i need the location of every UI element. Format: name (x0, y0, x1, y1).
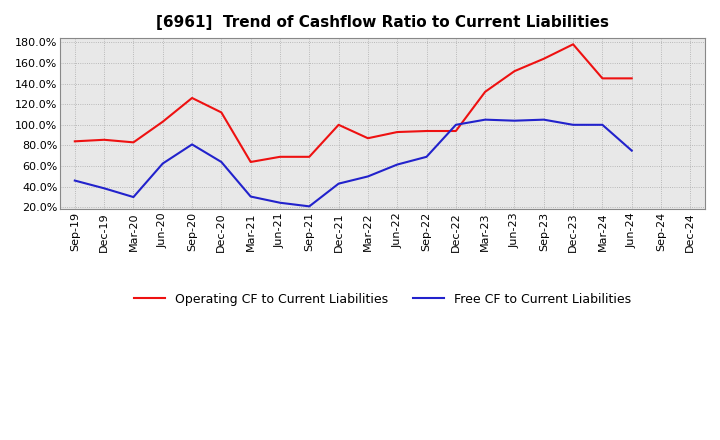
Free CF to Current Liabilities (598, 122, 607, 128)
Operating CF to Current Liabilities (422, 128, 431, 134)
Operating CF to Current Liabilities (246, 159, 255, 165)
Free CF to Current Liabilities (422, 154, 431, 159)
Free CF to Current Liabilities (451, 122, 460, 128)
Free CF to Current Liabilities (276, 200, 284, 205)
Operating CF to Current Liabilities (158, 119, 167, 125)
Operating CF to Current Liabilities (305, 154, 314, 159)
Operating CF to Current Liabilities (276, 154, 284, 159)
Operating CF to Current Liabilities (451, 128, 460, 134)
Operating CF to Current Liabilities (71, 139, 79, 144)
Free CF to Current Liabilities (188, 142, 197, 147)
Operating CF to Current Liabilities (129, 140, 138, 145)
Free CF to Current Liabilities (158, 161, 167, 166)
Line: Free CF to Current Liabilities: Free CF to Current Liabilities (75, 120, 631, 206)
Legend: Operating CF to Current Liabilities, Free CF to Current Liabilities: Operating CF to Current Liabilities, Fre… (129, 288, 636, 311)
Operating CF to Current Liabilities (334, 122, 343, 128)
Free CF to Current Liabilities (364, 174, 372, 179)
Free CF to Current Liabilities (71, 178, 79, 183)
Title: [6961]  Trend of Cashflow Ratio to Current Liabilities: [6961] Trend of Cashflow Ratio to Curren… (156, 15, 609, 30)
Operating CF to Current Liabilities (510, 69, 519, 74)
Free CF to Current Liabilities (100, 186, 109, 191)
Free CF to Current Liabilities (305, 204, 314, 209)
Free CF to Current Liabilities (129, 194, 138, 200)
Free CF to Current Liabilities (481, 117, 490, 122)
Free CF to Current Liabilities (539, 117, 548, 122)
Operating CF to Current Liabilities (100, 137, 109, 143)
Free CF to Current Liabilities (393, 162, 402, 167)
Operating CF to Current Liabilities (393, 129, 402, 135)
Free CF to Current Liabilities (217, 159, 225, 165)
Operating CF to Current Liabilities (598, 76, 607, 81)
Operating CF to Current Liabilities (569, 42, 577, 47)
Free CF to Current Liabilities (246, 194, 255, 199)
Operating CF to Current Liabilities (364, 136, 372, 141)
Operating CF to Current Liabilities (217, 110, 225, 115)
Free CF to Current Liabilities (569, 122, 577, 128)
Operating CF to Current Liabilities (188, 95, 197, 101)
Free CF to Current Liabilities (510, 118, 519, 123)
Free CF to Current Liabilities (627, 148, 636, 153)
Line: Operating CF to Current Liabilities: Operating CF to Current Liabilities (75, 44, 631, 162)
Operating CF to Current Liabilities (539, 56, 548, 62)
Operating CF to Current Liabilities (627, 76, 636, 81)
Operating CF to Current Liabilities (481, 89, 490, 95)
Free CF to Current Liabilities (334, 181, 343, 186)
